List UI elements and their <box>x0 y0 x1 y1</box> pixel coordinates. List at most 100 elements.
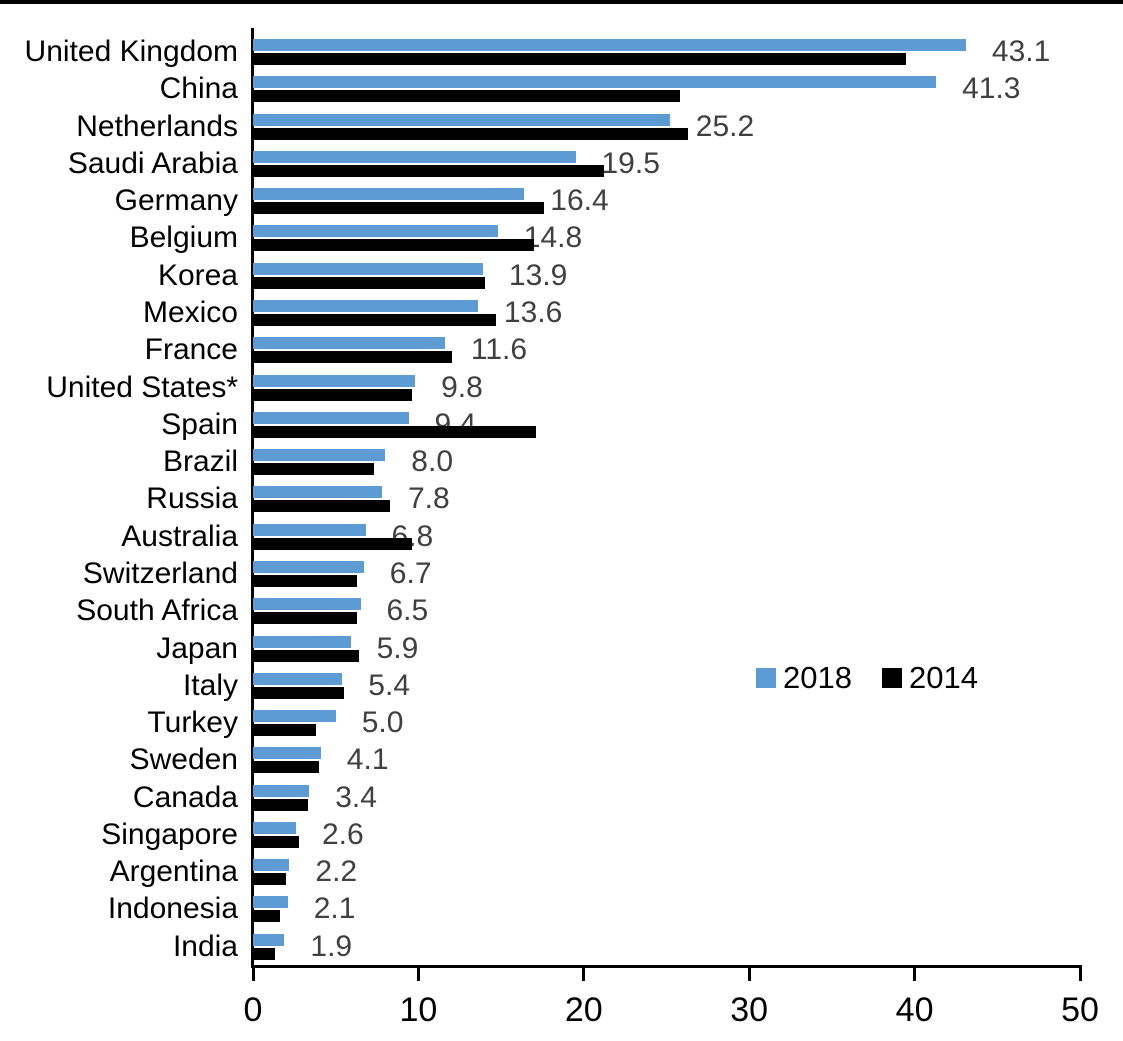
bar-2018 <box>253 225 498 238</box>
value-label: 5.9 <box>376 631 419 665</box>
bar-2018 <box>253 374 416 387</box>
value-label: 4.1 <box>346 743 389 777</box>
top-border-rule <box>0 0 1123 4</box>
category-label: Argentina <box>109 855 238 889</box>
bar-2014 <box>253 351 452 364</box>
value-label: 6.5 <box>386 594 429 628</box>
bar-2014 <box>253 388 412 401</box>
bar-2018 <box>253 188 525 201</box>
bar-2014 <box>253 53 907 65</box>
bar-2018 <box>253 150 576 163</box>
legend-swatch-2018 <box>756 668 776 688</box>
value-label: 5.0 <box>361 706 404 739</box>
bar-2018 <box>253 821 296 834</box>
x-axis-tick-label: 0 <box>243 991 263 1029</box>
category-label: China <box>159 72 238 106</box>
bar-2018 <box>253 300 478 312</box>
bar-2018 <box>253 896 288 909</box>
category-label: Brazil <box>162 445 238 479</box>
y-axis-line <box>251 28 254 968</box>
category-label: Russia <box>146 482 238 516</box>
bar-2014 <box>253 910 280 923</box>
category-label: Switzerland <box>82 556 238 590</box>
bar-2018 <box>253 635 351 648</box>
value-label: 6.7 <box>389 556 432 590</box>
bar-2014 <box>253 127 688 140</box>
bar-2014 <box>253 202 545 215</box>
bar-2018 <box>253 933 285 946</box>
chart-legend: 2018 2014 <box>756 660 978 696</box>
bar-2014 <box>253 649 359 662</box>
category-label: Singapore <box>101 817 238 851</box>
value-label: 2.2 <box>315 855 358 889</box>
x-axis-tick <box>582 968 586 981</box>
value-label: 2.1 <box>313 892 356 926</box>
category-label: United Kingdom <box>24 35 238 68</box>
bar-2014 <box>253 761 320 774</box>
x-axis-tick <box>747 968 751 981</box>
bar-2018 <box>253 262 483 275</box>
category-label: Turkey <box>147 706 238 739</box>
value-label: 8.0 <box>411 445 454 479</box>
bar-2014 <box>253 463 374 476</box>
value-label: 19.5 <box>601 146 660 180</box>
bar-2018 <box>253 113 670 126</box>
category-label: Australia <box>121 519 238 553</box>
value-label: 1.9 <box>310 929 353 963</box>
bar-2018 <box>253 747 321 760</box>
category-label: Indonesia <box>107 892 238 926</box>
bar-2014 <box>253 90 680 103</box>
category-label: Korea <box>157 258 238 292</box>
value-label: 7.8 <box>408 482 450 516</box>
category-label: Sweden <box>129 743 238 777</box>
category-label: United States* <box>46 370 238 404</box>
bar-2018 <box>253 39 966 51</box>
category-label: Canada <box>132 780 238 814</box>
x-axis-tick <box>251 968 255 981</box>
x-axis-tick-label: 30 <box>730 991 769 1029</box>
x-axis-tick <box>913 968 917 981</box>
bar-2014 <box>253 425 536 438</box>
x-axis-line <box>251 965 1082 968</box>
category-label: Spain <box>161 407 238 441</box>
bar-2018 <box>253 449 386 462</box>
bar-2018 <box>253 672 343 685</box>
bar-2018 <box>253 337 445 350</box>
category-label: France <box>144 333 238 367</box>
bar-2014 <box>253 686 344 699</box>
legend-item-2014: 2014 <box>881 660 978 696</box>
value-label: 16.4 <box>550 184 609 218</box>
bar-2018 <box>253 598 361 611</box>
bar-2018 <box>253 784 310 797</box>
bar-2014 <box>253 500 391 513</box>
bar-2018 <box>253 76 937 89</box>
value-label: 2.6 <box>322 817 364 851</box>
bar-2014 <box>253 873 287 886</box>
legend-label-2014: 2014 <box>908 660 978 695</box>
value-label: 11.6 <box>470 333 528 367</box>
bar-2018 <box>253 710 336 722</box>
bar-2018 <box>253 523 366 536</box>
x-axis-tick-label: 40 <box>895 991 934 1029</box>
legend-item-2018: 2018 <box>756 660 852 696</box>
x-axis-tick-label: 10 <box>399 991 438 1029</box>
value-label: 25.2 <box>695 109 755 143</box>
category-label: Mexico <box>142 296 238 329</box>
value-label: 13.9 <box>508 258 568 292</box>
category-label: Japan <box>156 631 238 665</box>
category-label: Italy <box>182 668 238 702</box>
category-label: South Africa <box>76 594 238 628</box>
legend-swatch-2014 <box>881 668 902 688</box>
x-axis-tick <box>1078 968 1082 981</box>
legend-label-2018: 2018 <box>783 660 852 695</box>
x-axis-tick-label: 20 <box>564 991 603 1029</box>
value-label: 41.3 <box>962 72 1021 106</box>
bar-2014 <box>253 798 308 811</box>
bar-2014 <box>253 724 316 736</box>
category-label: Saudi Arabia <box>67 146 238 180</box>
x-axis-tick-label: 50 <box>1061 991 1099 1029</box>
bar-2014 <box>253 537 412 550</box>
bar-2018 <box>253 560 364 573</box>
bar-2014 <box>253 314 497 326</box>
